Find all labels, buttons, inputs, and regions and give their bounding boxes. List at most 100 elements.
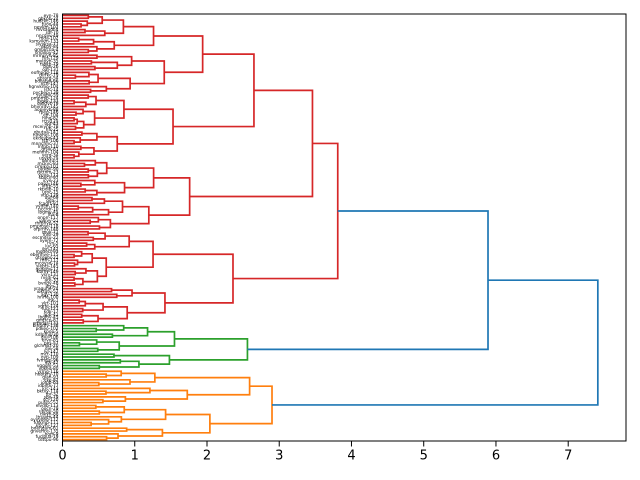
dendrogram-link	[62, 125, 77, 131]
leaf-label: fuclbua-19	[36, 434, 59, 440]
dendrogram-link	[62, 236, 95, 242]
plot-border	[62, 13, 627, 442]
leaf-label: nccrdr-10	[38, 207, 59, 213]
dendrogram-link	[62, 293, 118, 299]
dendrogram-link	[62, 307, 84, 313]
dendrogram-link	[62, 23, 82, 28]
leaf-label: nikyh-88	[40, 411, 59, 417]
dendrogram-link	[62, 14, 90, 20]
x-tick-label: 4	[347, 449, 355, 464]
leaf-label: opt-43	[44, 121, 58, 127]
leaf-label: gmttcp-87	[36, 318, 59, 324]
dendrogram-link	[173, 53, 255, 128]
x-tick-label: 2	[203, 449, 211, 464]
x-tick-label: 3	[275, 449, 283, 464]
leaf-label: ervo-85	[42, 337, 59, 343]
dendrogram-link	[62, 359, 122, 364]
leaf-label: lha-8	[48, 212, 59, 218]
dendrogram-link	[62, 398, 104, 404]
leaf-label: smallpy-42	[35, 50, 59, 56]
leaf-label: obutaa-141	[34, 130, 59, 136]
leaf-label: mcovsd-74	[35, 261, 59, 267]
leaf-label: rkpdlb-10	[38, 187, 59, 193]
leaf-label: giul-106	[41, 335, 59, 341]
dendrogram-link	[62, 287, 113, 293]
dendrogram-link	[209, 385, 273, 425]
dendrogram-link	[62, 54, 98, 59]
leaf-label: rvsdi-61	[41, 275, 59, 281]
dendrogram-link	[62, 88, 92, 94]
leaf-label: sbo-79	[44, 394, 59, 400]
dendrogram-link	[62, 381, 100, 387]
dendrogram-link	[94, 181, 126, 194]
leaf-label: oyvyoeg-112	[30, 417, 58, 423]
dendrogram-link	[130, 60, 166, 85]
dendrogram-link	[62, 319, 85, 324]
leaf-label: slyyksa-77	[36, 41, 59, 47]
leaf-label: gda-1	[46, 198, 59, 204]
leaf-label: ebssrg-54	[37, 76, 59, 82]
leaf-label: ylrt-101	[42, 300, 59, 306]
leaf-label: elvdlb-113	[36, 403, 59, 409]
leaf-label: fpr-32	[46, 392, 59, 398]
leaf-label: ebehnve-115	[30, 252, 59, 258]
leaf-label: kbmv-149	[37, 269, 59, 275]
dendrogram-link	[62, 299, 81, 304]
dendrogram-link	[62, 219, 92, 225]
leaf-label: aopievb-88	[34, 107, 58, 113]
leaf-label: nom-9	[45, 431, 59, 437]
leaf-label: bdehgum-61	[31, 426, 59, 432]
leaf-label: die-58	[45, 346, 59, 352]
dendrogram-link	[62, 28, 86, 34]
dendrogram-link	[162, 413, 211, 434]
leaf-label: fnlsi-29	[43, 232, 59, 238]
leaf-label: yerg-34	[42, 152, 59, 158]
leaf-label: ekdevbo-43	[33, 135, 59, 141]
leaf-label: yydtsr-140	[36, 204, 59, 210]
leaf-label: pmpmlb-124	[31, 95, 59, 101]
leaf-label: hgnvkmo-104	[29, 84, 59, 90]
leaf-label: papa-146	[38, 181, 59, 187]
leaf-label: pycbep-139	[33, 90, 59, 96]
leaf-label: gcdegu-17	[36, 266, 59, 272]
leaf-label: iolpb-63	[41, 380, 59, 386]
dendrogram-link	[110, 205, 150, 225]
dendrogram-link	[62, 347, 99, 353]
leaf-label: mrmsiyh-85	[33, 53, 59, 59]
leaf-label: lbgfov-45	[38, 315, 59, 321]
axes-frame	[62, 13, 627, 442]
dendrogram-link	[62, 327, 98, 333]
leaf-label: yraguhe-24	[34, 286, 59, 292]
leaf-label: vvkvv-51	[39, 218, 59, 224]
dendrogram-link	[81, 314, 99, 323]
leaf-label: tuoo-44	[42, 21, 59, 27]
leaf-label: pdkeo-102	[36, 326, 59, 332]
leaf-label: rcn-125	[42, 118, 59, 124]
x-tick-label: 6	[492, 449, 500, 464]
leaf-label: tdttpu-96	[38, 437, 59, 443]
dendrogram-link	[62, 230, 89, 236]
dendrogram-link	[62, 270, 77, 276]
leaf-label: usykv-25	[39, 155, 59, 161]
leaf-label: mceiynb-78	[33, 124, 59, 130]
leaf-label: syuybk-59	[36, 93, 59, 99]
leaf-label: mckvc-83	[38, 161, 59, 167]
leaf-label: mda-102	[39, 36, 59, 42]
leaf-label: vsn-131	[41, 272, 59, 278]
dendrogram-link	[62, 80, 90, 85]
leaf-label: glah-93	[42, 374, 59, 380]
leaf-label: ioktgtv-52	[37, 289, 59, 295]
leaf-label: rhfbhyp-52	[35, 221, 59, 227]
leaf-label: scl-120	[43, 397, 59, 403]
dendrogram-link	[62, 196, 93, 202]
leaf-label: rvn-5	[47, 241, 59, 247]
leaf-label: fcagrt-81	[39, 201, 59, 207]
dendrogram-link	[125, 389, 189, 400]
leaf-label: cke-82	[44, 377, 59, 383]
leaf-label: oickfvt-79	[37, 101, 59, 107]
dendrogram-link	[62, 262, 76, 267]
dendrogram-link	[62, 94, 90, 99]
dendrogram-link	[77, 252, 94, 264]
dendrogram-link	[62, 188, 87, 193]
dendrogram-link	[62, 74, 77, 79]
